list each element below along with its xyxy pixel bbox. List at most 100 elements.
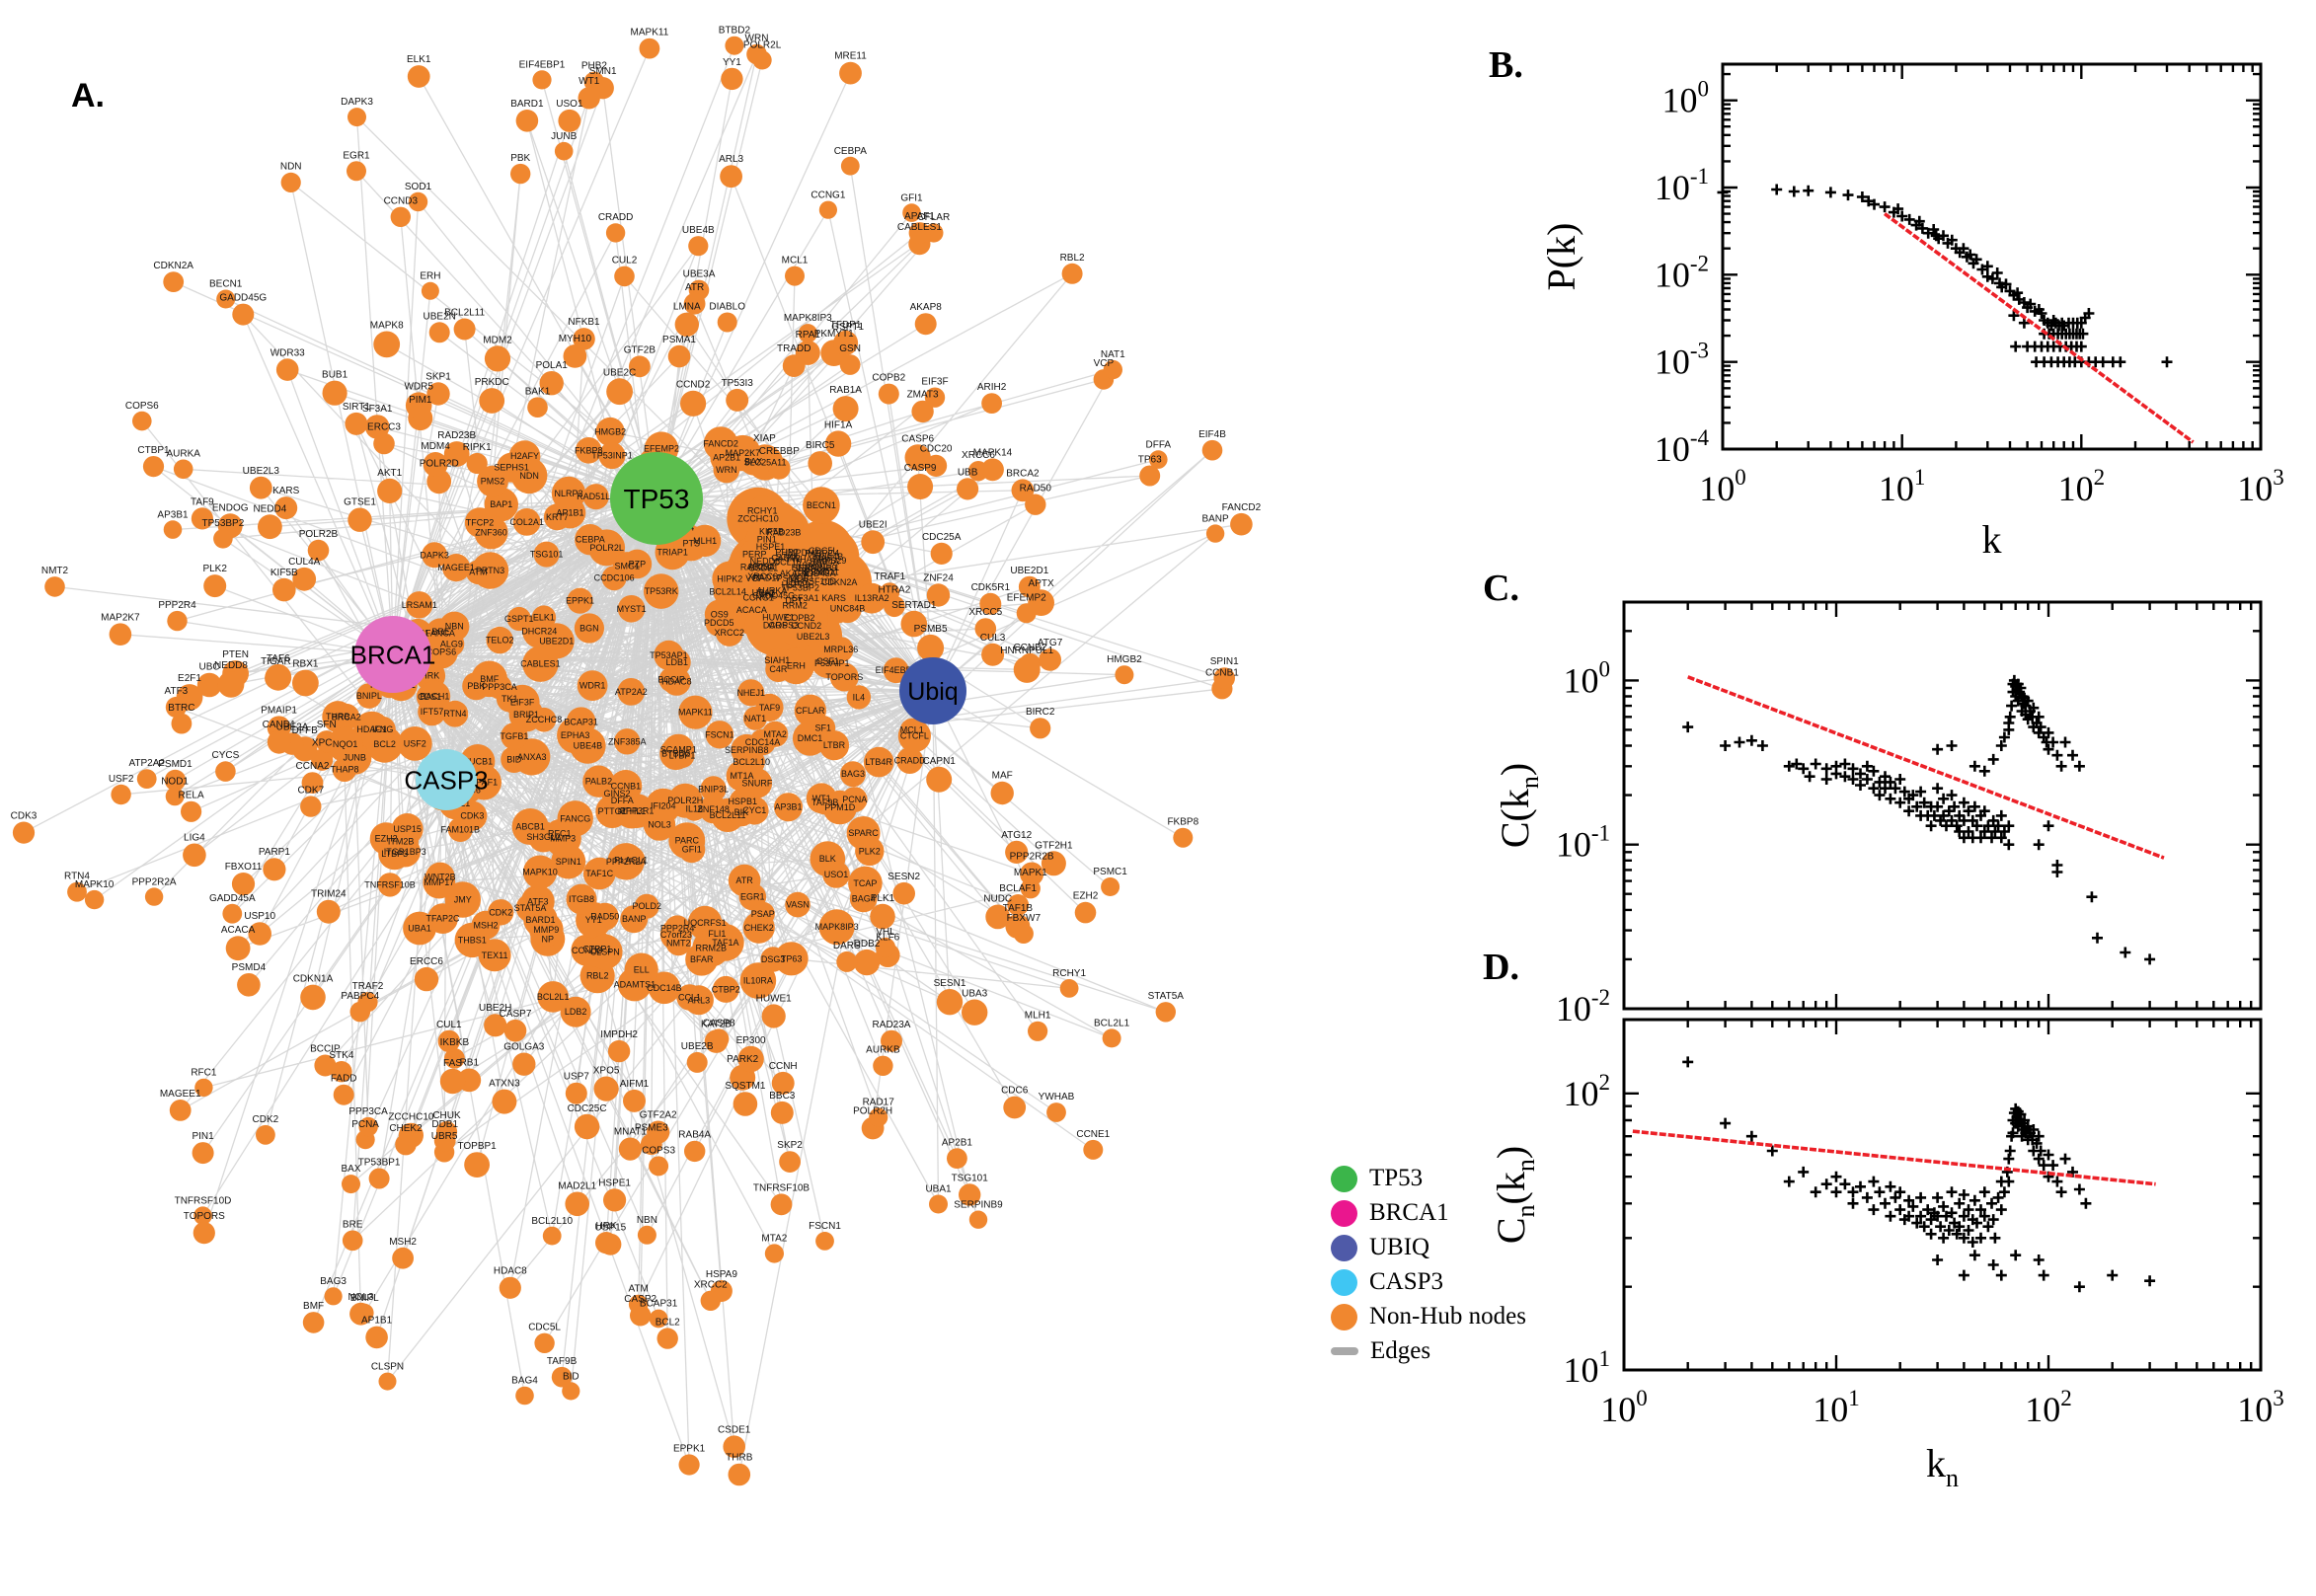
- network-node-label: TNFRSF10D: [175, 1195, 232, 1206]
- network-node: [301, 772, 324, 794]
- network-node-label: UBR5: [431, 1131, 458, 1142]
- network-node-label: MAPK8IP3: [784, 313, 832, 324]
- network-node-label: ELL: [634, 965, 650, 975]
- network-node-label: TP53BP2: [201, 518, 244, 529]
- network-node-label: RELA: [179, 791, 204, 801]
- network-node-label: GTF2H1: [1035, 840, 1073, 851]
- network-node-label: BARD1: [510, 99, 544, 110]
- network-node-label: CCND3: [384, 196, 419, 207]
- network-node: [193, 1206, 212, 1225]
- network-node-label: TRIM24: [311, 889, 347, 900]
- network-node: [990, 781, 1014, 805]
- network-node-label: RPA1: [796, 330, 821, 341]
- network-node-label: APAF1: [904, 211, 935, 222]
- network-node-label: BAG3: [841, 769, 865, 779]
- network-node: [684, 1140, 706, 1163]
- network-node-label: GADD45G: [752, 591, 795, 601]
- network-node-label: VCP: [1094, 358, 1115, 369]
- network-node-label: FAS: [443, 1058, 462, 1069]
- network-node-label: ZCCHC10: [737, 514, 779, 524]
- network-node-label: FLI1: [708, 929, 726, 939]
- network-node-label: PTS: [682, 539, 700, 549]
- network-node: [798, 324, 817, 343]
- network-node-label: CDC14B: [647, 983, 682, 993]
- network-node: [739, 539, 770, 570]
- y-tick-label: 102: [1564, 1070, 1611, 1113]
- network-node-label: CASP6: [901, 433, 934, 444]
- network-node-label: APAF1: [470, 778, 498, 788]
- network-node-label: ABCB1: [515, 822, 545, 832]
- network-node-label: TAF1B: [1003, 903, 1034, 914]
- y-axis-label: P(k): [1539, 223, 1583, 291]
- network-node-label: PLK1: [871, 893, 895, 904]
- network-node-label: TAF9: [759, 703, 780, 713]
- network-node: [818, 909, 855, 946]
- network-node: [164, 769, 187, 792]
- network-node: [163, 520, 183, 539]
- network-node-label: CYCS: [212, 750, 240, 761]
- network-node-label: BBC3: [769, 1091, 796, 1102]
- network-node: [414, 966, 439, 992]
- network-node: [565, 1191, 589, 1217]
- network-node: [700, 776, 727, 802]
- network-node-label: CDC14A: [745, 737, 781, 747]
- network-node-label: HSPA9: [782, 579, 811, 589]
- network-node-label: TGFB1: [500, 731, 528, 741]
- network-node: [832, 396, 859, 422]
- network-node-label: RTN4: [443, 709, 466, 719]
- network-node-label: MDM2: [483, 335, 512, 345]
- network-node: [551, 476, 586, 511]
- network-node-label: KIF5B: [759, 526, 784, 536]
- network-node-label: ANXA3: [517, 752, 547, 762]
- network-node-label: BRE: [343, 1220, 363, 1231]
- network-node-label: BANP: [622, 914, 647, 924]
- network-node: [839, 354, 861, 375]
- network-node: [333, 1084, 354, 1105]
- network-node-label: CCNB1: [1205, 667, 1239, 678]
- network-node: [629, 355, 651, 378]
- network-node: [605, 223, 626, 243]
- network-node-label: RIPK1: [463, 442, 492, 453]
- network-node-label: STK4: [776, 552, 799, 562]
- network-node-label: KAT2B: [701, 1019, 732, 1029]
- network-node: [194, 1078, 213, 1098]
- network-node: [392, 1247, 414, 1269]
- network-node-label: BAX: [744, 457, 762, 467]
- network-node: [731, 733, 763, 766]
- network-node-label: THRB: [326, 712, 350, 722]
- network-node: [144, 887, 164, 906]
- network-node-label: MAPK1: [1014, 868, 1047, 878]
- network-node-label: CCND3: [572, 946, 602, 955]
- network-node-label: CASP7: [500, 1009, 532, 1020]
- network-node: [109, 623, 132, 646]
- plot-clustering-coefficient: 100 10-1 10-2 C(kn): [1493, 600, 2263, 1025]
- network-node-label: TOPORS: [825, 672, 863, 682]
- network-node: [678, 695, 713, 729]
- network-node: [840, 761, 866, 788]
- network-node: [822, 790, 857, 825]
- network-node-label: TP53INP1: [591, 451, 633, 461]
- network-node: [646, 788, 681, 824]
- network-node-label: SPIN1: [556, 857, 581, 867]
- network-node-label: AURKB: [866, 1045, 900, 1056]
- network-node-label: SOD1: [405, 182, 432, 192]
- network-node-label: BMF: [303, 1301, 324, 1312]
- network-node-label: PSMB5: [914, 624, 948, 635]
- network-node-label: GSPT1: [504, 614, 534, 624]
- network-node-label: PRTN3: [476, 566, 504, 575]
- network-node: [263, 858, 286, 881]
- network-node-label: COPB2: [872, 373, 905, 384]
- network-node-label: MAP2K7: [726, 448, 761, 458]
- network-node-label: CABLES1: [520, 659, 561, 669]
- network-node-label: CCL16: [774, 558, 802, 568]
- network-node-label: BNIP3L: [698, 784, 729, 794]
- network-node-label: ATM: [469, 568, 487, 577]
- network-node: [617, 967, 653, 1002]
- network-node: [395, 1133, 417, 1156]
- network-node: [643, 573, 679, 609]
- network-node: [803, 487, 840, 524]
- network-node: [601, 778, 633, 809]
- y-tick-label: 100: [1662, 77, 1710, 120]
- network-node-label: BCCIP: [310, 1044, 341, 1055]
- network-node-label: RCHY1: [747, 505, 778, 515]
